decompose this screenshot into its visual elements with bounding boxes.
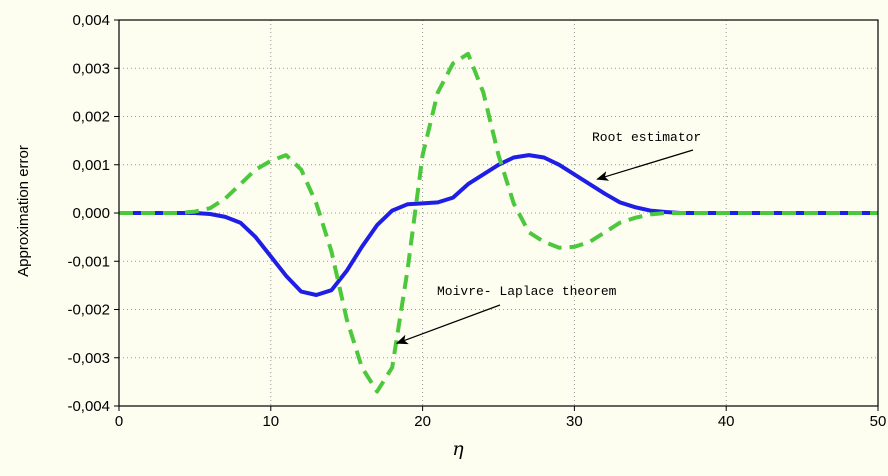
y-tick-label: 0,001 [72,157,110,174]
y-tick-label: 0,003 [72,60,110,77]
y-tick-label: 0,002 [72,109,110,126]
series-layer [119,51,878,394]
y-tick-label: 0,004 [72,12,110,29]
moivre-laplace-line [119,51,878,394]
root-estimator-line [119,153,878,297]
root-estimator-arrow [596,149,694,181]
x-tick-label: 20 [414,413,431,430]
y-tick-label: 0,000 [72,205,110,222]
ticks: 0 10 20 30 40 50 -0,004 -0,003 -0,002 -0,001 0,000… [67,12,886,430]
x-tick-label: 0 [115,413,123,430]
y-axis-title: Approximation error [15,145,32,277]
moivre-laplace-arrow [395,304,501,345]
y-tick-label: -0,004 [67,398,110,415]
root-estimator-label: Root estimator [592,130,701,145]
x-tick-label: 40 [718,413,735,430]
moivre-laplace-label: Moivre- Laplace theorem [437,284,617,299]
x-axis-title: η [452,438,464,460]
x-tick-label: 30 [566,413,583,430]
y-tick-label: -0,002 [67,302,110,319]
annotations: Root estimator Moivre- Laplace theorem [395,130,701,345]
y-tick-label: -0,003 [67,350,110,367]
x-tick-label: 10 [262,413,279,430]
x-tick-label: 50 [870,413,887,430]
y-tick-label: -0,001 [67,253,110,270]
